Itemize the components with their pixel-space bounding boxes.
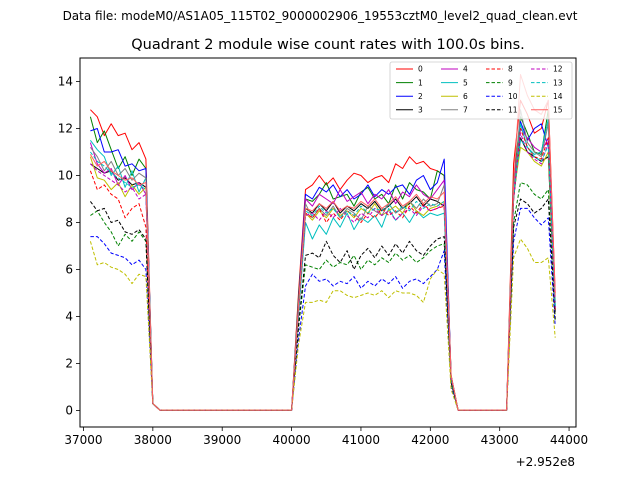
legend-frame	[389, 61, 573, 120]
legend-label-1: 1	[418, 78, 423, 87]
legend-label-9: 9	[508, 78, 513, 87]
legend-label-3: 3	[418, 106, 423, 115]
series-line-1	[89, 109, 556, 411]
x-tick-label: 40000	[272, 433, 310, 447]
plot-area: 37000 38000 39000 40000 41000 42000 43000 44000…	[58, 57, 588, 469]
series-line-3	[90, 137, 556, 411]
x-tick-label: 38000	[134, 433, 172, 447]
legend-label-2: 2	[418, 92, 423, 101]
legend-label-15: 15	[553, 106, 563, 115]
y-tick-label: 0	[65, 404, 73, 418]
y-tick-label: 8	[65, 216, 73, 230]
legend-label-0: 0	[418, 65, 423, 74]
x-tick-label: 42000	[411, 433, 449, 447]
legend-label-8: 8	[508, 65, 513, 74]
series-line-7	[89, 109, 556, 411]
series-line-0	[90, 99, 556, 411]
series-line-14	[89, 238, 556, 411]
x-tick-label: 43000	[481, 433, 519, 447]
legend-label-11: 11	[508, 106, 518, 115]
y-tick-label: 4	[65, 310, 73, 324]
series-line-9	[90, 182, 556, 411]
legend-label-4: 4	[463, 65, 468, 74]
y-tick-label: 2	[65, 357, 73, 371]
legend-label-10: 10	[508, 92, 518, 101]
series-layer	[89, 74, 556, 411]
series-line-11	[89, 198, 556, 411]
chart-suptitle: Data file: modeM0/AS1A05_115T02_90000029…	[63, 9, 578, 23]
y-axis: 0 2 4 6 8 10 12 14	[58, 75, 80, 418]
series-line-10	[90, 207, 556, 411]
y-tick-label: 6	[65, 263, 73, 277]
x-tick-label: 44000	[550, 433, 588, 447]
series-line-4	[89, 128, 556, 411]
legend-label-5: 5	[463, 78, 468, 87]
series-line-12	[90, 132, 556, 411]
legend-label-6: 6	[463, 92, 468, 101]
chart-title: Quadrant 2 module wise count rates with …	[131, 37, 525, 53]
legend-label-7: 7	[463, 106, 468, 115]
legend-label-14: 14	[553, 92, 563, 101]
axes-frame	[79, 57, 577, 428]
x-axis: 37000 38000 39000 40000 41000 42000 43000 44000	[64, 427, 588, 447]
series-line-2	[90, 121, 556, 411]
x-tick-label: 37000	[64, 433, 102, 447]
x-tick-label: 39000	[203, 433, 241, 447]
legend-label-12: 12	[553, 65, 563, 74]
series-line-6	[89, 146, 556, 411]
y-tick-label: 12	[58, 122, 73, 136]
series-line-15	[89, 74, 556, 411]
series-line-8	[89, 128, 556, 411]
x-tick-label: 41000	[342, 433, 380, 447]
legend-label-13: 13	[553, 78, 563, 87]
y-tick-label: 10	[58, 169, 73, 183]
x-offset-label: +2.952e8	[516, 455, 575, 469]
y-tick-label: 14	[58, 75, 73, 89]
